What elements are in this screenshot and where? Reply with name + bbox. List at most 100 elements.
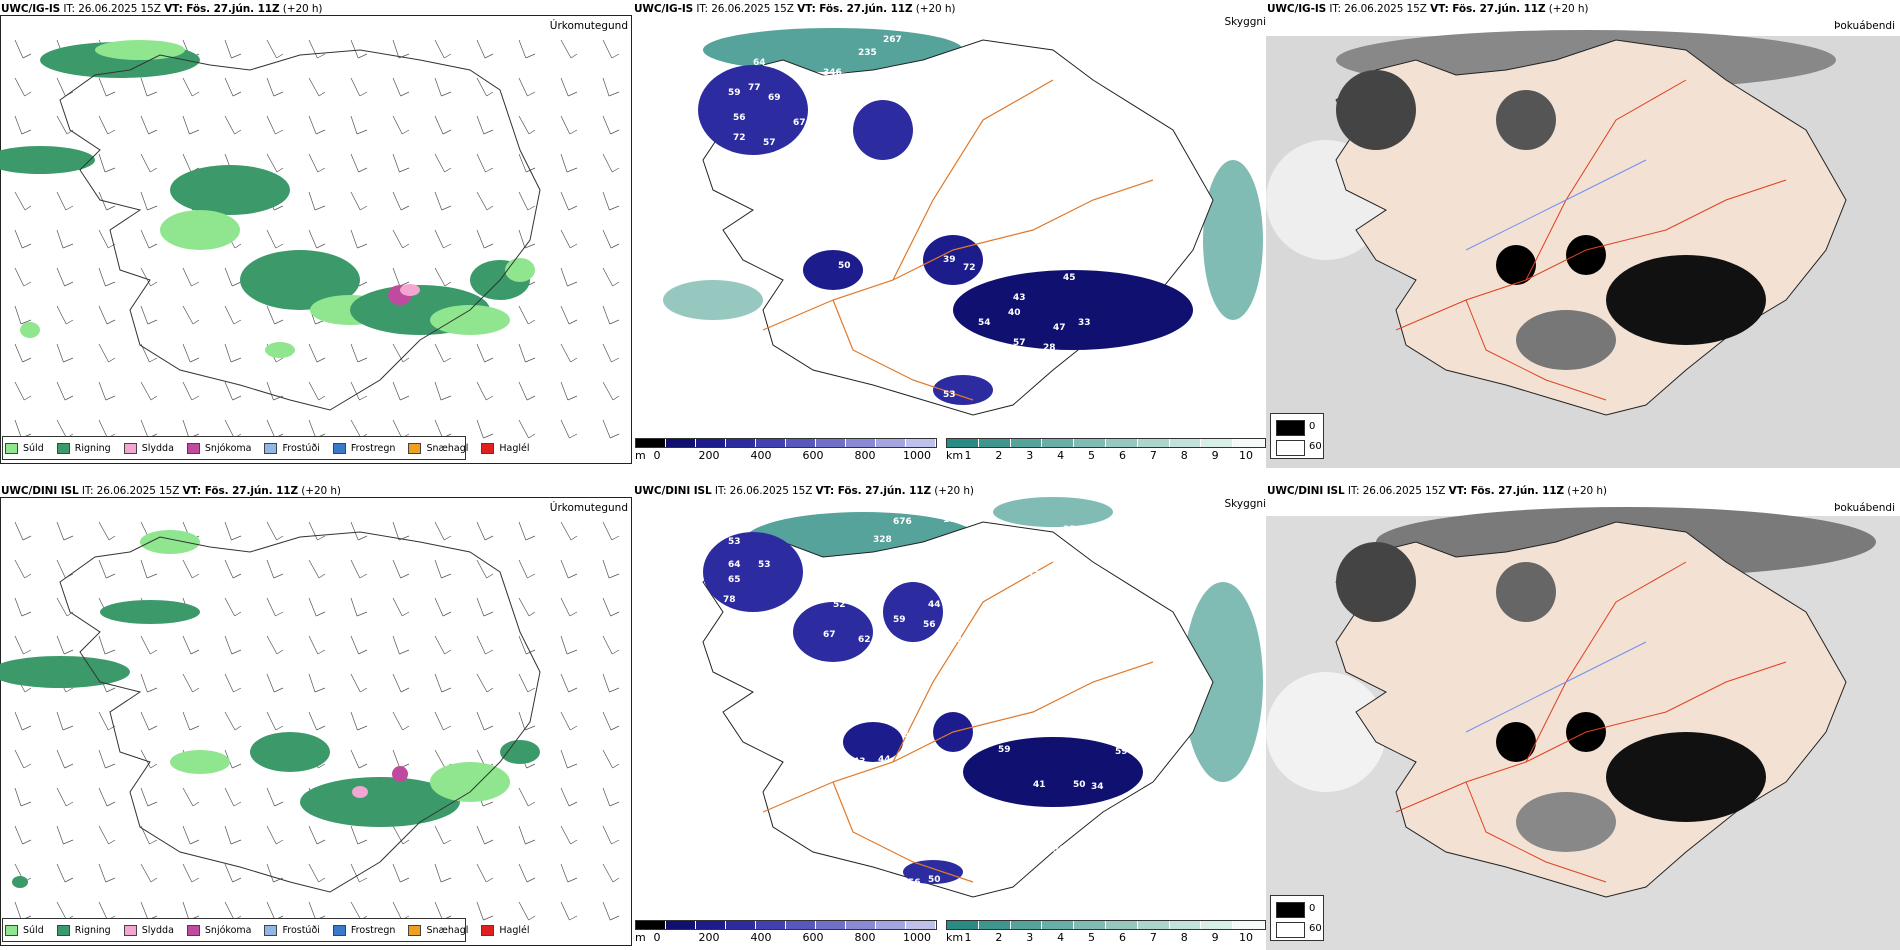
wind-barb: [266, 863, 284, 883]
legend-item: Rigning: [56, 442, 111, 454]
wind-barb: [434, 343, 452, 363]
panel-header: UWC/DINI ISL IT: 26.06.2025 15Z VT: Fös.…: [1, 485, 341, 497]
colorbar-segment: [726, 439, 756, 447]
panel-header: UWC/IG-IS IT: 26.06.2025 15Z VT: Fös. 27…: [1, 3, 323, 15]
colorbar-tick: 800: [854, 931, 876, 944]
legend-label: Snjókoma: [204, 442, 252, 454]
lead-time: (+20 h): [301, 485, 341, 497]
legend-swatch: [332, 924, 346, 936]
ceiling-value-label: 67: [823, 630, 836, 640]
wind-barb: [182, 635, 200, 655]
legend-swatch: [186, 442, 200, 454]
wind-barb: [560, 711, 578, 731]
wind-barb: [224, 381, 242, 401]
legend-swatch: [408, 442, 422, 454]
ceiling-value-label: 46: [913, 388, 926, 398]
colorbar-tick: 9: [1211, 931, 1219, 944]
wind-barb: [98, 787, 116, 807]
legend-item: Frostregn: [332, 442, 395, 454]
wind-barb: [602, 153, 620, 173]
wind-barb: [140, 635, 158, 655]
wind-barb: [560, 825, 578, 845]
roads-rivers: [1395, 79, 1787, 401]
wind-barb: [476, 153, 494, 173]
colorbar-tick: 400: [750, 931, 772, 944]
colorbar-tick: 6: [1118, 931, 1126, 944]
wind-barb: [14, 267, 32, 287]
colorbar-segment: [947, 439, 979, 447]
wind-barb: [56, 559, 74, 579]
legend-item: Frostregn: [332, 924, 395, 936]
wind-barb: [308, 597, 326, 617]
wind-barb: [350, 521, 368, 541]
colorbar-segment: [786, 921, 816, 929]
wind-barb: [476, 863, 494, 883]
wind-barb: [98, 305, 116, 325]
wind-barb: [350, 635, 368, 655]
ceiling-value-label: 72: [733, 133, 746, 143]
wind-barb: [308, 673, 326, 693]
ceiling-unit: m: [635, 449, 646, 462]
legend-item: Snjókoma: [186, 924, 251, 936]
wind-barb: [560, 343, 578, 363]
colorbar-segment: [1042, 921, 1075, 929]
wind-barb: [518, 521, 536, 541]
ceiling-value-label: 231: [933, 550, 952, 560]
colorbar-tick: 3: [1026, 449, 1034, 462]
wind-barb: [434, 153, 452, 173]
wind-barb: [392, 267, 410, 287]
wind-barb: [266, 153, 284, 173]
wind-barb: [392, 115, 410, 135]
wind-barb: [602, 787, 620, 807]
wind-barb: [602, 115, 620, 135]
wind-barb: [560, 635, 578, 655]
ceiling-value-label: 65: [873, 243, 886, 253]
wind-barb: [392, 749, 410, 769]
wind-barb: [476, 191, 494, 211]
legend-item: Rigning: [56, 924, 111, 936]
ceiling-value-label: 54: [978, 318, 991, 328]
wind-barb: [350, 381, 368, 401]
colorbar-tick: 400: [750, 449, 772, 462]
ceiling-map-row1: 64 235 267 346 59 77 69 56 67 76 72 57 66 68 61 85 65 39 5…: [663, 28, 1263, 416]
ceiling-value-label: 235: [858, 48, 877, 58]
wind-barb: [56, 305, 74, 325]
wind-barb: [476, 229, 494, 249]
wind-barb: [14, 77, 32, 97]
wind-barb: [518, 229, 536, 249]
wind-barb: [266, 381, 284, 401]
wind-barb: [308, 825, 326, 845]
wind-barb: [308, 343, 326, 363]
wind-barb: [308, 115, 326, 135]
ceiling-value-label: 69: [768, 93, 781, 103]
ceiling-shading: [698, 65, 1193, 405]
ceiling-value-label: 39: [943, 255, 956, 265]
wind-barb: [98, 521, 116, 541]
wind-barb: [476, 77, 494, 97]
legend-label: Rigning: [74, 442, 111, 454]
wind-barb: [182, 825, 200, 845]
wind-barb: [392, 153, 410, 173]
wind-barb: [350, 343, 368, 363]
wind-barb: [560, 863, 578, 883]
fog-legend: 0 60: [1270, 413, 1324, 459]
wind-barb: [350, 711, 368, 731]
fog-legend: 0 60: [1270, 895, 1324, 941]
ceiling-unit: m: [635, 931, 646, 944]
wind-barb: [56, 77, 74, 97]
ceiling-value-label: 53: [728, 537, 741, 547]
ceiling-value-label: 61: [753, 168, 766, 178]
wind-barb: [182, 711, 200, 731]
wind-barb: [350, 115, 368, 135]
wind-barb: [518, 77, 536, 97]
panel-title: Þokuábendi: [1834, 20, 1895, 32]
wind-barb: [392, 559, 410, 579]
wind-barb: [266, 559, 284, 579]
wind-barb: [308, 559, 326, 579]
wind-barb: [14, 559, 32, 579]
ceiling-value-label: 43: [853, 757, 866, 767]
wind-barb: [224, 343, 242, 363]
colorbar-segment: [1233, 439, 1265, 447]
legend-label: Rigning: [74, 924, 111, 936]
ceiling-value-label: 65: [728, 575, 741, 585]
